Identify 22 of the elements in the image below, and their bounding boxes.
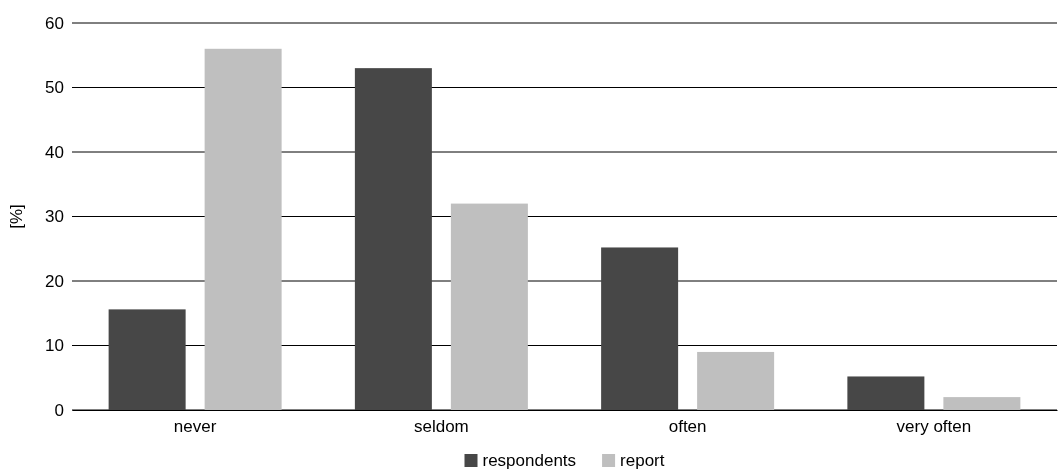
- y-tick-label: 20: [45, 271, 64, 291]
- y-tick-label: 50: [45, 78, 64, 98]
- x-tick-label: seldom: [413, 417, 469, 437]
- bar: [450, 203, 528, 410]
- x-tick-label: often: [668, 417, 707, 437]
- bar: [601, 247, 679, 410]
- y-tick-label: 40: [45, 142, 64, 162]
- y-tick-label: 60: [45, 13, 64, 33]
- bar: [354, 68, 432, 410]
- legend-label: respondents: [482, 451, 577, 470]
- bar: [847, 376, 925, 410]
- y-tick-label: 30: [45, 207, 64, 227]
- bar: [108, 309, 186, 410]
- y-tick-label: 0: [54, 400, 64, 420]
- x-tick-label: very often: [896, 417, 972, 437]
- bar: [204, 48, 282, 410]
- bar: [697, 351, 775, 410]
- bar: [943, 397, 1021, 410]
- y-axis-title: [%]: [7, 204, 26, 229]
- x-tick-label: never: [173, 417, 217, 437]
- y-tick-label: 10: [45, 336, 64, 356]
- legend-label: report: [620, 451, 665, 470]
